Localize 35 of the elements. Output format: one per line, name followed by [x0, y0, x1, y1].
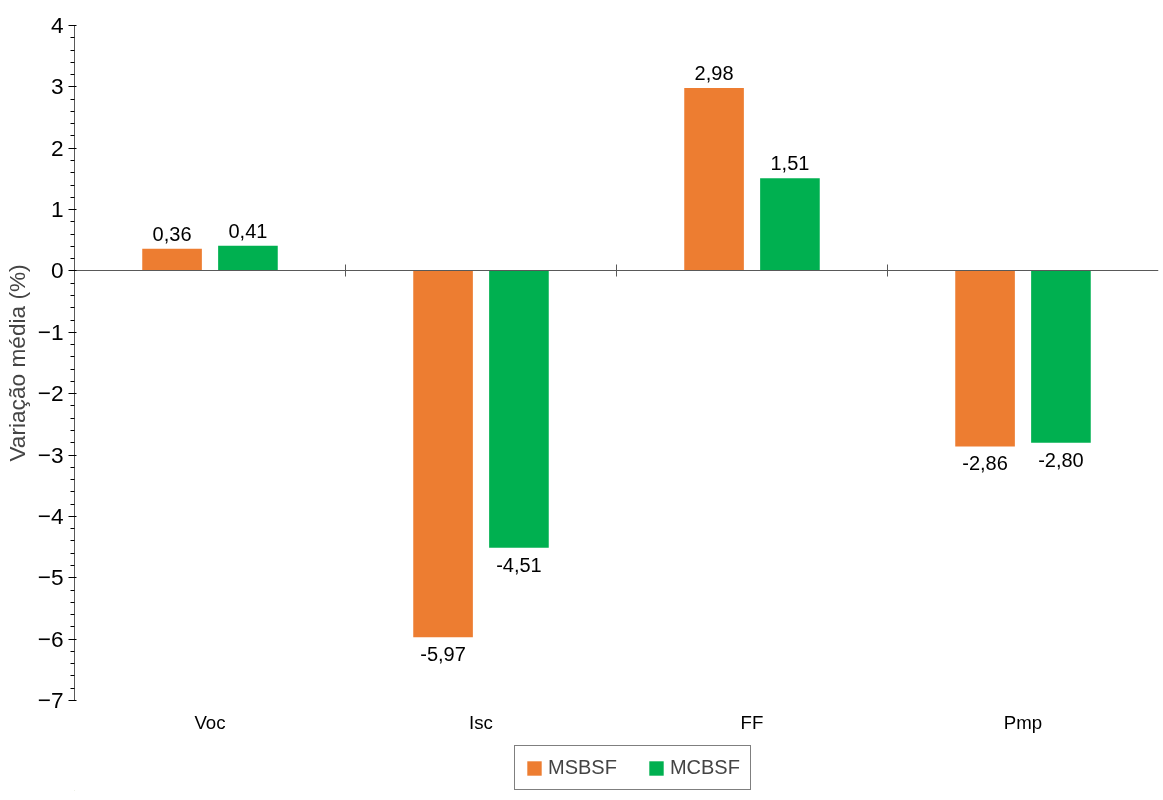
y-tick-label: 0 [50, 257, 64, 284]
y-tick-label: 4 [50, 12, 64, 38]
bar [1031, 270, 1091, 443]
bar [760, 178, 820, 271]
bar [218, 245, 278, 271]
y-tick-label: 1 [50, 196, 64, 223]
bar [413, 270, 473, 638]
bar [684, 88, 744, 271]
data-label: -5,97 [420, 643, 466, 666]
y-tick-label: −3 [37, 441, 64, 468]
data-label: 0,41 [228, 219, 268, 242]
data-label: 1,51 [770, 152, 810, 175]
y-tick-label: −5 [37, 564, 64, 591]
y-tick-label: −4 [37, 502, 64, 529]
data-label: -2,86 [962, 452, 1008, 475]
bar [955, 270, 1015, 447]
bar [489, 270, 549, 548]
legend-label: MCBSF [669, 756, 740, 779]
bar [142, 248, 202, 271]
data-label: -2,80 [1038, 448, 1084, 471]
data-label: 0,36 [152, 222, 192, 245]
legend-label: MSBSF [548, 756, 617, 779]
data-label: -4,51 [496, 553, 542, 576]
y-axis-title: Variação média (%) [3, 264, 30, 462]
y-tick-label: −2 [37, 380, 64, 407]
y-tick-label: 2 [50, 134, 64, 161]
x-tick-label: FF [740, 711, 764, 733]
y-tick-label: −7 [37, 687, 64, 713]
data-label: 2,98 [694, 62, 734, 85]
x-tick-label: Voc [194, 711, 226, 733]
y-tick-label: 3 [50, 73, 64, 100]
x-tick-label: Isc [469, 711, 493, 733]
y-tick-label: −1 [37, 318, 64, 345]
x-tick-label: Pmp [1003, 711, 1043, 733]
y-tick-label: −6 [37, 625, 64, 652]
